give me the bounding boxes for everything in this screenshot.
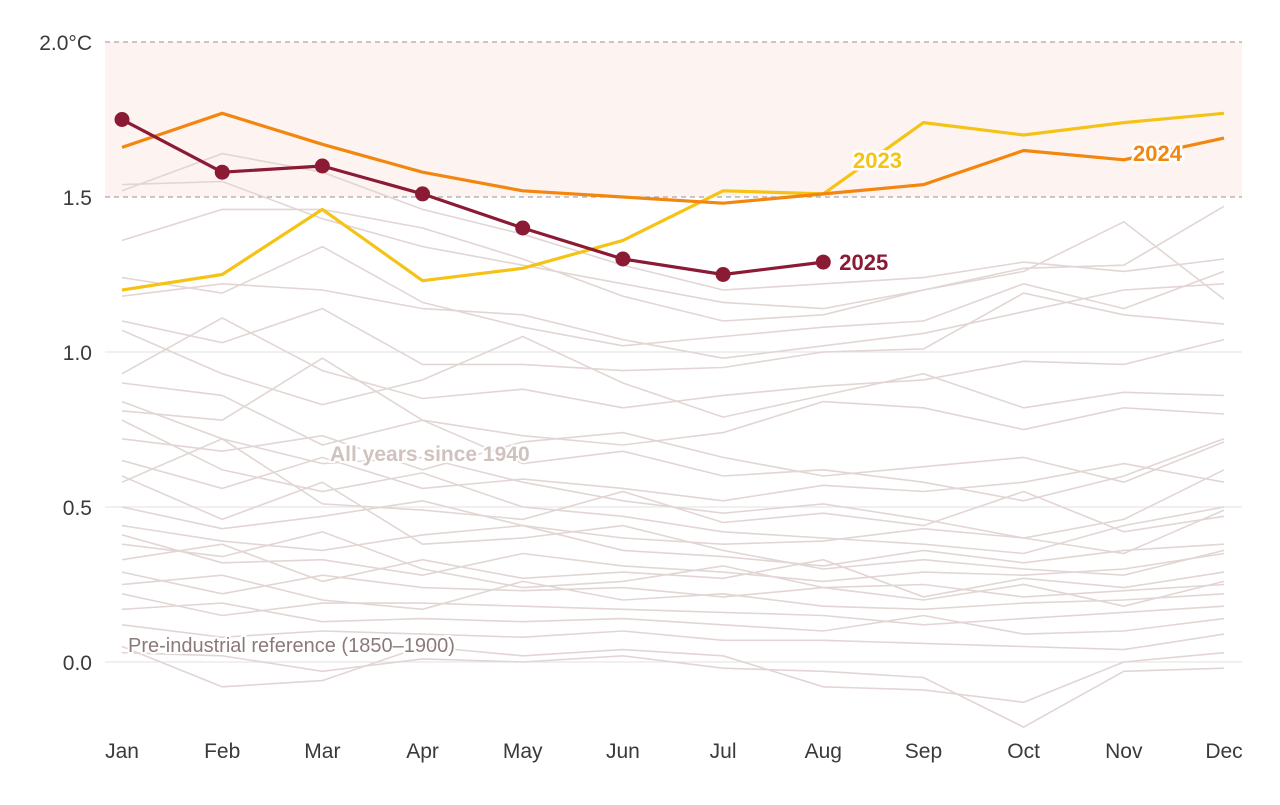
background-year-line [121, 456, 1225, 502]
background-years [121, 152, 1225, 729]
x-tick-label: Dec [1205, 740, 1242, 763]
background-year-line [121, 624, 1225, 651]
shaded-band-1-5-to-2-0 [105, 42, 1242, 197]
series-line-2023 [121, 111, 1225, 292]
x-tick-label: Jul [710, 740, 737, 763]
background-year-line [121, 593, 1225, 626]
y-axis: 2.0°C 1.5 1.0 0.5 0.0 [39, 32, 92, 675]
data-point-2025 [615, 251, 631, 267]
background-year-line [121, 499, 1225, 555]
x-tick-label: Oct [1007, 740, 1040, 763]
x-tick-label: Feb [204, 740, 240, 763]
series-line-2025 [121, 118, 824, 277]
series-line-2024 [121, 111, 1225, 205]
background-year-line [121, 534, 1225, 583]
series-label-2025: 2025 [839, 250, 888, 275]
background-year-line [121, 208, 1225, 322]
y-tick-label: 1.0 [63, 342, 92, 365]
background-year-line [121, 245, 1225, 347]
x-tick-label: Aug [805, 740, 842, 763]
x-tick-label: Jan [105, 740, 139, 763]
x-tick-label: Mar [304, 740, 340, 763]
x-tick-label: Jun [606, 740, 640, 763]
annotation-pre-industrial: Pre-industrial reference (1850–1900) [128, 635, 455, 657]
background-year-line [121, 645, 1225, 704]
data-point-2025 [415, 186, 431, 202]
background-year-line [121, 574, 1225, 611]
y-tick-label: 1.5 [63, 187, 92, 210]
background-year-line [121, 437, 1225, 533]
background-year-line [121, 543, 1225, 598]
background-year-line [121, 571, 1225, 598]
x-tick-label: Apr [406, 740, 439, 763]
background-year-line [121, 329, 1225, 418]
series-label-2023: 2023 [853, 148, 902, 173]
background-year-line [121, 602, 1225, 635]
data-point-2025 [515, 220, 531, 236]
background-year-line [121, 316, 1225, 409]
x-axis: Jan Feb Mar Apr May Jun Jul Aug Sep Oct Nov Dec [105, 740, 1243, 763]
highlight-series: 2023 2024 2025 [114, 111, 1225, 292]
background-year-line [121, 292, 1225, 372]
y-tick-label: 0.0 [63, 652, 92, 675]
background-year-line [121, 180, 1225, 310]
series-label-2024: 2024 [1133, 141, 1183, 166]
background-year-line [121, 530, 1225, 608]
background-year-line [121, 382, 1225, 502]
background-year-line [121, 357, 1225, 446]
background-year-line [121, 419, 1225, 555]
y-tick-label: 0.5 [63, 497, 92, 520]
background-year-line [121, 524, 1225, 567]
x-tick-label: May [503, 740, 543, 763]
data-point-2025 [314, 158, 330, 174]
data-point-2025 [715, 267, 731, 282]
y-tick-label: 2.0°C [39, 32, 92, 55]
background-year-line [121, 431, 1225, 484]
x-tick-label: Sep [905, 740, 942, 763]
background-year-line [121, 400, 1225, 539]
x-tick-label: Nov [1105, 740, 1143, 763]
background-year-line [121, 282, 1225, 360]
data-point-2025 [114, 112, 130, 127]
background-year-line [121, 651, 1225, 729]
data-point-2025 [214, 164, 230, 180]
annotation-all-years: All years since 1940 [330, 443, 530, 466]
data-point-2025 [815, 254, 831, 270]
